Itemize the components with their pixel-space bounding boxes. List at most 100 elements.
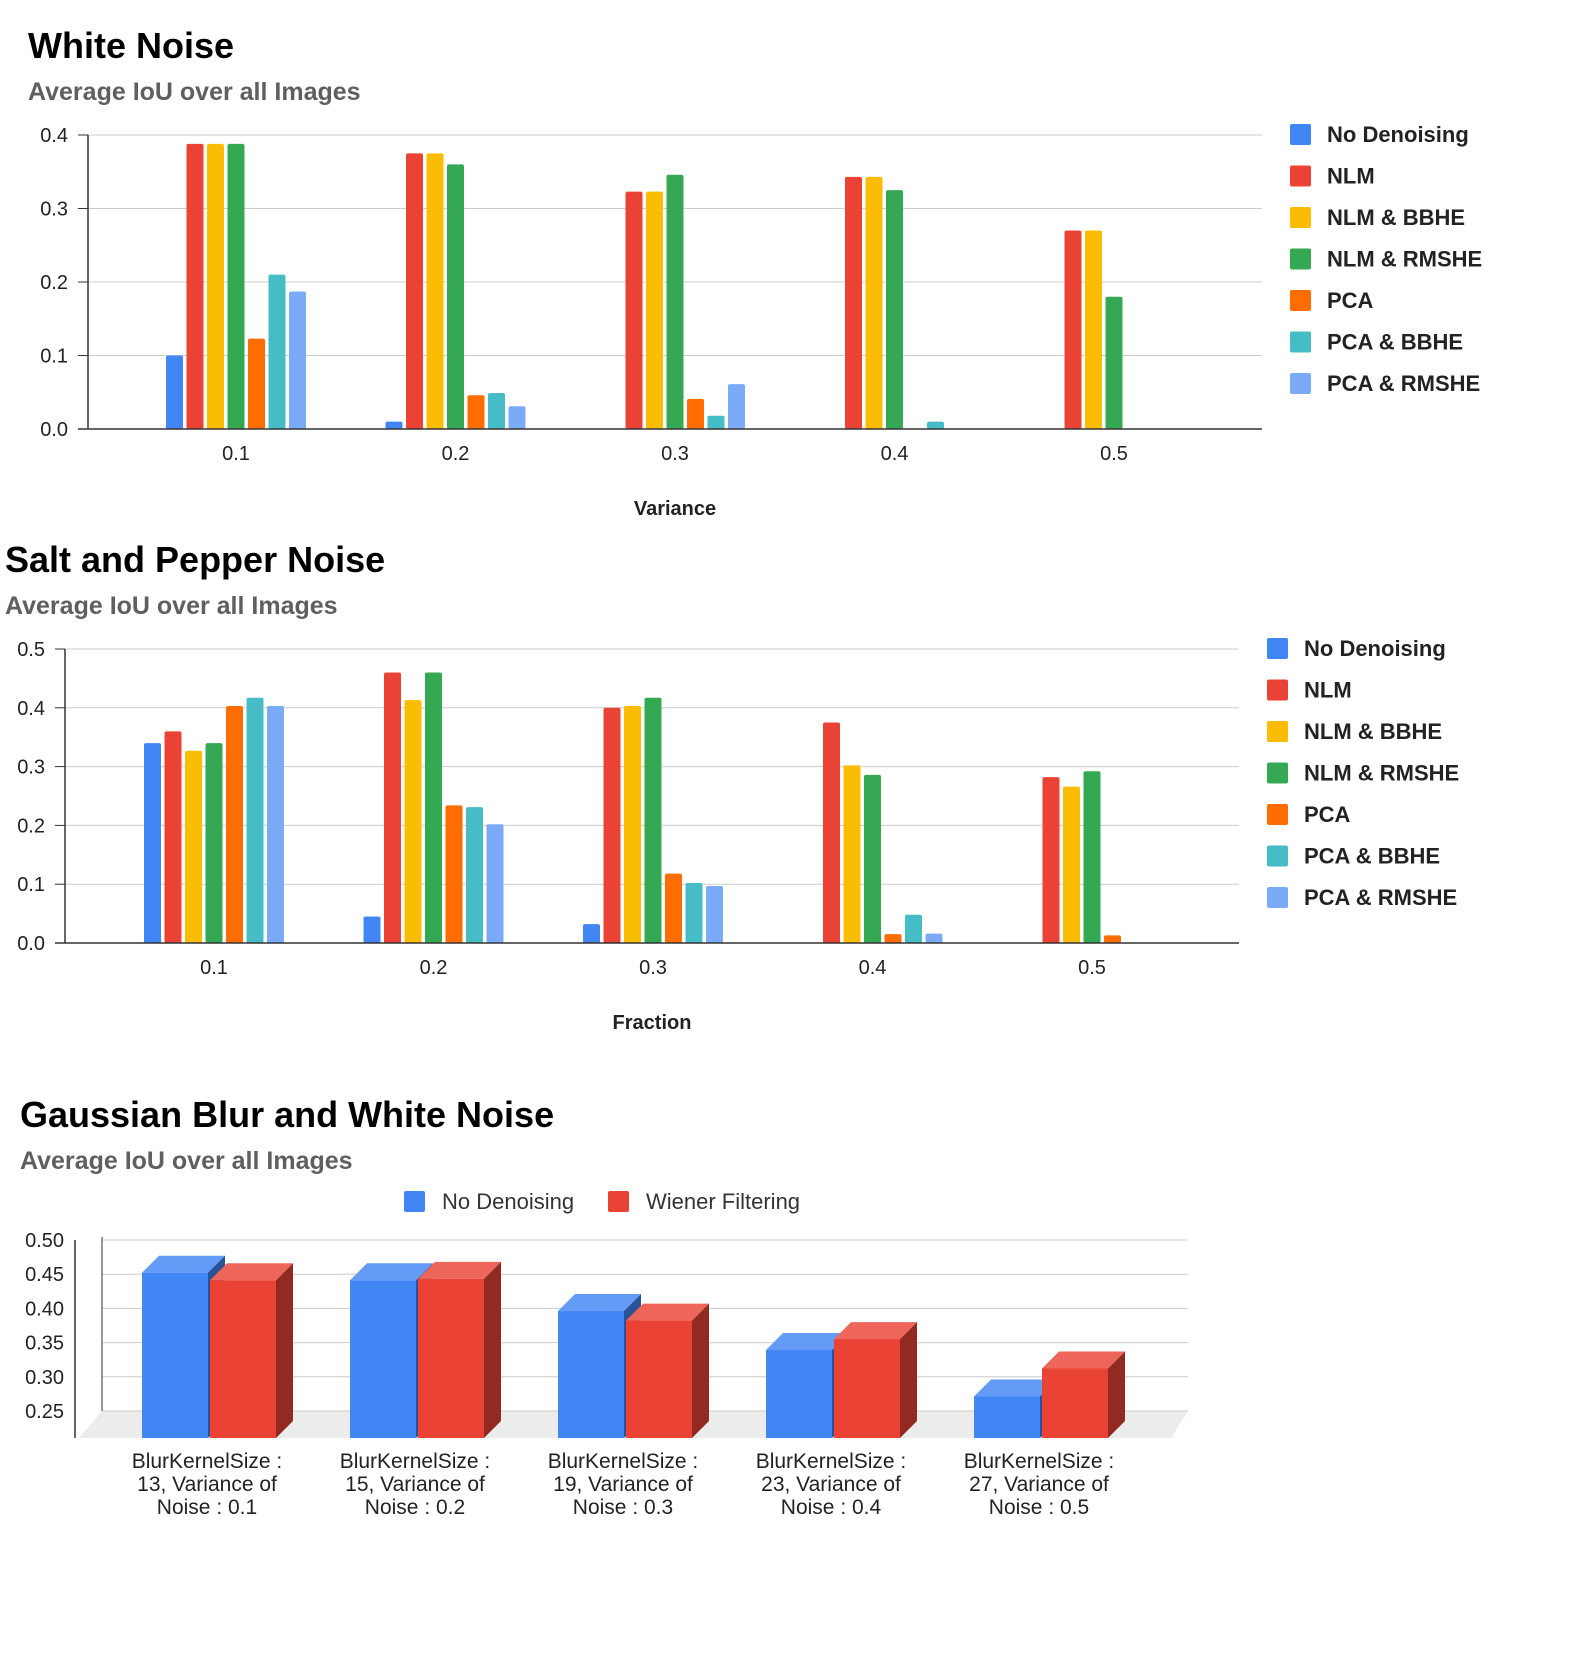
bar-nlm-bbhe (185, 750, 202, 943)
x-axis-title: Fraction (613, 1012, 692, 1034)
bar-nlm-bbhe (865, 176, 883, 429)
x-tick-label: 15, Variance of (345, 1473, 485, 1496)
legend-swatch (1290, 290, 1311, 311)
bar-top-face (766, 1333, 849, 1351)
bar-pca (467, 395, 485, 429)
legend-swatch (1267, 804, 1288, 825)
x-tick-label: 0.4 (881, 443, 909, 465)
legend-label: No Denoising (1304, 636, 1446, 661)
x-tick-label: 23, Variance of (761, 1473, 901, 1496)
legend-swatch (1290, 165, 1311, 187)
bar-pca (687, 398, 704, 429)
bar-pca (665, 873, 682, 943)
x-tick-label: 19, Variance of (553, 1473, 693, 1496)
bar-pca-bbhe (685, 883, 703, 943)
bar-wiener-filtering (210, 1263, 293, 1438)
bar-nlm-rmshe (886, 190, 903, 429)
bar-pca-bbhe (466, 807, 483, 943)
x-tick-label: 0.3 (639, 957, 667, 979)
x-tick-label: 0.2 (442, 443, 470, 465)
bar-pca-rmshe (728, 384, 745, 429)
bar-nlm-bbhe (404, 700, 422, 943)
x-tick-label: BlurKernelSize : (548, 1450, 699, 1473)
bar-nlm (603, 707, 621, 943)
y-tick-label: 0.4 (40, 125, 68, 147)
y-tick-label: 0.0 (17, 933, 45, 955)
bar-pca (884, 934, 902, 943)
bar-pca-bbhe (707, 415, 725, 429)
bar-nlm (406, 153, 423, 429)
legend-label: NLM & BBHE (1327, 205, 1465, 230)
bar-pca (248, 338, 265, 429)
bar-nlm-rmshe (644, 697, 662, 943)
y-tick-label: 0.40 (25, 1298, 64, 1320)
bar-front-face (766, 1350, 832, 1438)
y-tick-label: 0.0 (40, 419, 68, 441)
bar-front-face (350, 1280, 416, 1438)
bar-pca-rmshe (508, 406, 526, 429)
bar-top-face (834, 1322, 917, 1340)
bar-top-face (142, 1255, 225, 1273)
bar-nlm-bbhe (1085, 230, 1102, 429)
chart-title: Salt and Pepper Noise (5, 539, 385, 580)
bar-side-face (484, 1261, 501, 1438)
bar-side-face (692, 1303, 709, 1438)
legend-swatch (1290, 124, 1311, 145)
y-tick-label: 0.3 (40, 199, 68, 221)
bar-pca-rmshe (486, 824, 504, 943)
bar-pca-bbhe (246, 697, 264, 943)
legend-swatch (404, 1191, 425, 1212)
y-tick-label: 0.5 (17, 639, 45, 661)
bar-no-denoising (363, 916, 381, 943)
y-tick-label: 0.2 (40, 272, 68, 294)
legend-label: NLM & RMSHE (1327, 247, 1482, 272)
x-tick-label: Noise : 0.5 (989, 1496, 1089, 1519)
legend-label: NLM & RMSHE (1304, 761, 1459, 786)
x-tick-label: 0.2 (420, 957, 448, 979)
y-tick-label: 0.35 (25, 1333, 64, 1355)
bar-pca-bbhe (927, 421, 944, 429)
bar-side-face (276, 1263, 293, 1438)
bar-nlm (625, 191, 643, 429)
x-tick-label: 0.3 (661, 443, 689, 465)
bar-top-face (974, 1379, 1057, 1397)
legend-label: PCA & BBHE (1304, 844, 1440, 869)
legend-swatch (608, 1191, 629, 1212)
x-tick-label: 0.1 (222, 443, 250, 465)
bar-pca (1104, 935, 1121, 943)
x-tick-label: BlurKernelSize : (132, 1450, 283, 1473)
y-tick-label: 0.1 (40, 346, 68, 368)
bar-nlm (186, 143, 204, 429)
legend-swatch (1267, 845, 1288, 867)
chart-2: Salt and Pepper Noise Average IoU over al… (5, 539, 1459, 1034)
x-tick-label: Noise : 0.3 (573, 1496, 673, 1519)
bar-pca (445, 805, 463, 943)
bar-no-denoising (385, 421, 403, 429)
y-tick-label: 0.2 (17, 815, 45, 837)
chart-subtitle: Average IoU over all Images (5, 592, 338, 620)
bar-nlm-bbhe (207, 143, 224, 429)
bar-top-face (1042, 1351, 1125, 1369)
legend-swatch (1290, 248, 1311, 270)
x-tick-label: Noise : 0.1 (157, 1496, 257, 1519)
bar-no-denoising (144, 743, 161, 943)
bar-nlm (823, 722, 840, 943)
bar-nlm-bbhe (1063, 786, 1080, 943)
bar-nlm-rmshe (1083, 771, 1101, 943)
bar-pca-bbhe (905, 914, 922, 943)
bar-nlm-rmshe (205, 743, 223, 943)
bar-front-face (834, 1339, 900, 1438)
legend-swatch (1267, 721, 1288, 742)
bar-side-face (1108, 1351, 1125, 1438)
bar-pca-bbhe (488, 392, 505, 429)
x-tick-label: 27, Variance of (969, 1473, 1109, 1496)
legend-label: PCA & RMSHE (1327, 371, 1480, 396)
legend-label: No Denoising (1327, 122, 1469, 147)
bar-pca-bbhe (268, 274, 286, 429)
legend-label: No Denoising (442, 1189, 574, 1214)
bar-nlm-rmshe (666, 174, 684, 429)
bar-front-face (142, 1272, 208, 1438)
x-tick-label: 0.4 (859, 957, 887, 979)
